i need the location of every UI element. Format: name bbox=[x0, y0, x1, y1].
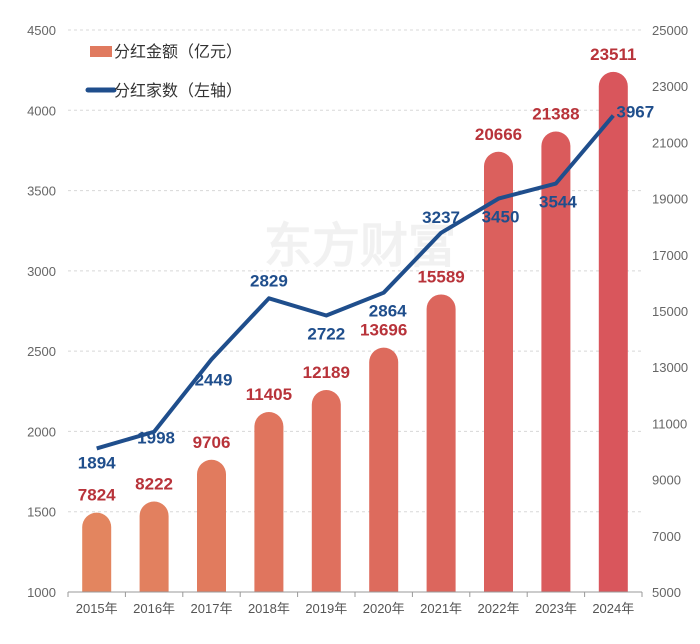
left-tick-label: 4500 bbox=[27, 23, 56, 38]
bar bbox=[426, 294, 456, 592]
left-tick-label: 1000 bbox=[27, 585, 56, 600]
legend-line-label: 分红家数（左轴） bbox=[114, 82, 242, 100]
left-tick-label: 2500 bbox=[27, 344, 56, 359]
x-tick-label: 2018年 bbox=[248, 601, 290, 616]
right-tick-label: 15000 bbox=[652, 304, 688, 319]
bar-value-label: 7824 bbox=[78, 486, 116, 505]
x-tick-label: 2020年 bbox=[363, 601, 405, 616]
line-value-label: 3967 bbox=[616, 103, 654, 122]
left-tick-label: 1500 bbox=[27, 505, 56, 520]
legend: 分红金额（亿元） 分红家数（左轴） bbox=[85, 43, 242, 100]
bar bbox=[82, 512, 112, 592]
line-value-label: 1894 bbox=[78, 453, 116, 472]
line-value-label: 2829 bbox=[250, 271, 288, 290]
line-value-label: 2722 bbox=[307, 324, 345, 343]
legend-bar-label: 分红金额（亿元） bbox=[114, 43, 242, 61]
bar-value-label: 15589 bbox=[417, 267, 464, 286]
left-tick-label: 3500 bbox=[27, 184, 56, 199]
bar bbox=[197, 459, 226, 592]
x-tick-label: 2016年 bbox=[133, 601, 175, 616]
bar-value-label: 9706 bbox=[193, 433, 231, 452]
bar-value-label: 13696 bbox=[360, 321, 407, 340]
line-value-label: 3544 bbox=[539, 193, 577, 212]
count-line bbox=[96, 114, 615, 451]
bar-value-label: 11405 bbox=[246, 385, 292, 404]
bar bbox=[139, 501, 169, 592]
right-tick-label: 9000 bbox=[652, 473, 681, 488]
x-tick-label: 2024年 bbox=[592, 601, 634, 616]
line-value-label: 1998 bbox=[137, 429, 175, 448]
x-tick-label: 2017年 bbox=[191, 601, 233, 616]
line-value-label: 3237 bbox=[422, 208, 460, 227]
bar bbox=[369, 347, 399, 592]
left-axis: 1000 1500 2000 2500 3000 3500 4000 4500 bbox=[27, 23, 56, 600]
bar bbox=[311, 389, 341, 592]
right-tick-label: 13000 bbox=[652, 360, 688, 375]
left-tick-label: 3000 bbox=[27, 264, 56, 279]
bar-value-label: 21388 bbox=[532, 104, 579, 123]
x-tick-label: 2021年 bbox=[420, 601, 462, 616]
bar-value-label: 12189 bbox=[303, 363, 350, 382]
bar-series: 7824 8222 9706 11405 12189 13696 15589 20666 213… bbox=[78, 45, 636, 593]
bar-value-label: 8222 bbox=[135, 474, 173, 493]
x-axis: 2015年 2016年 2017年 2018年 2019年 2020年 2021年 2022年… bbox=[67, 591, 643, 616]
bar bbox=[541, 131, 571, 593]
bar bbox=[484, 151, 513, 592]
watermark: 东方财富 bbox=[264, 220, 456, 273]
line-value-label: 2864 bbox=[369, 302, 407, 321]
right-tick-label: 17000 bbox=[652, 248, 688, 263]
line-value-label: 3450 bbox=[482, 208, 520, 227]
bar-value-label: 23511 bbox=[590, 45, 636, 64]
right-tick-label: 21000 bbox=[652, 135, 688, 150]
right-tick-label: 7000 bbox=[652, 529, 681, 544]
line-value-label: 2449 bbox=[195, 370, 233, 389]
x-tick-label: 2019年 bbox=[305, 601, 347, 616]
right-tick-label: 23000 bbox=[652, 79, 688, 94]
right-tick-label: 11000 bbox=[652, 416, 687, 431]
right-axis: 5000 7000 9000 11000 13000 15000 17000 19000 210… bbox=[652, 23, 688, 600]
left-tick-label: 2000 bbox=[27, 424, 56, 439]
left-tick-label: 4000 bbox=[27, 103, 56, 118]
x-tick-label: 2022年 bbox=[478, 601, 520, 616]
right-tick-label: 5000 bbox=[652, 585, 681, 600]
bar-value-label: 20666 bbox=[475, 125, 522, 144]
legend-bar-swatch bbox=[90, 46, 112, 57]
line-series: 1894 1998 2449 2829 2722 2864 3237 3450 3544 3967 bbox=[78, 103, 654, 473]
x-tick-label: 2015年 bbox=[76, 601, 118, 616]
x-tick-label: 2023年 bbox=[535, 601, 577, 616]
bar bbox=[598, 71, 628, 593]
bar bbox=[254, 412, 284, 592]
right-tick-label: 19000 bbox=[652, 192, 688, 207]
right-tick-label: 25000 bbox=[652, 23, 688, 38]
